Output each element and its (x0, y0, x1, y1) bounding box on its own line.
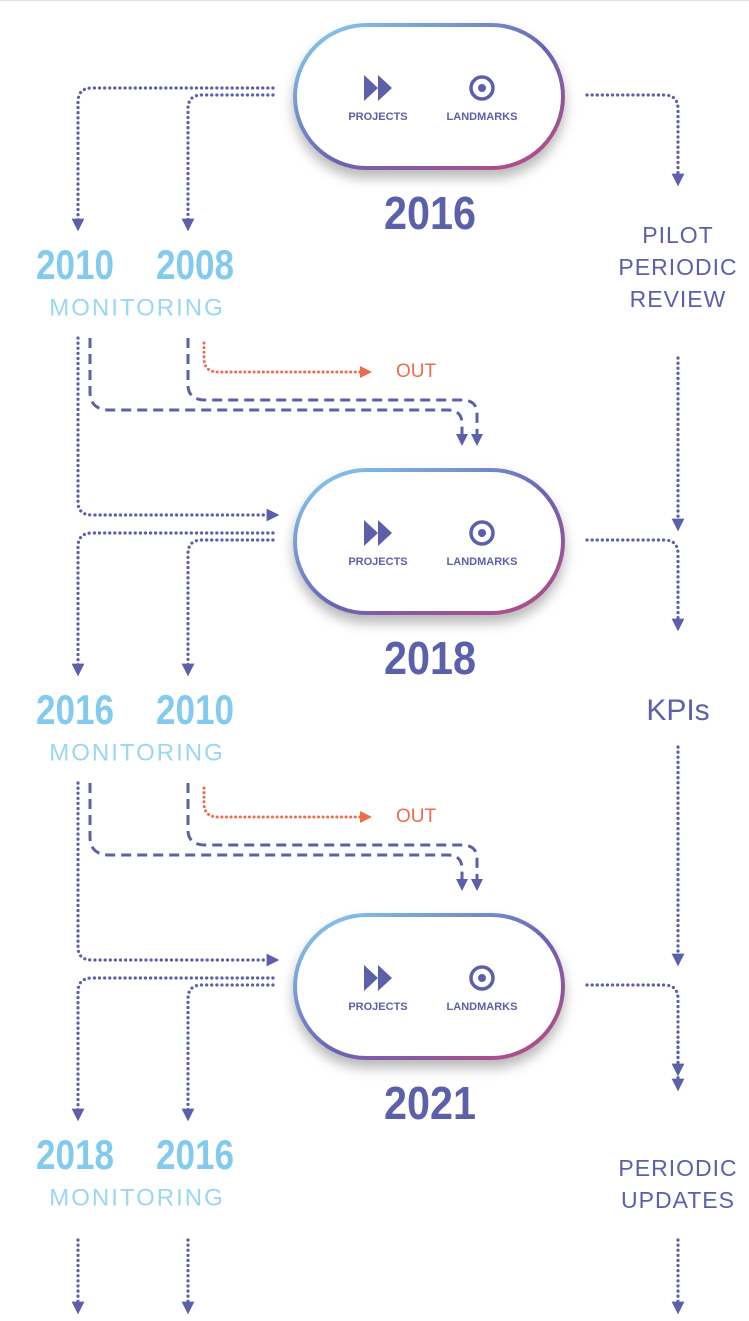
landmarks-icon-dot (478, 974, 486, 982)
arrow-to-review (585, 538, 685, 632)
landmarks-icon (469, 965, 495, 991)
arrow-to-monitoring (71, 976, 275, 1122)
review-label: REVIEW (630, 286, 727, 312)
monitoring-year: 2016 (156, 1131, 234, 1178)
out-label: OUT (396, 806, 437, 827)
carryover-arrow (88, 338, 468, 446)
stage-year: 2021 (384, 1077, 476, 1129)
projects-icon (364, 75, 392, 101)
monitoring-label: MONITORING (49, 294, 225, 321)
landmarks-icon (469, 520, 495, 546)
stage-pill (293, 468, 565, 615)
review-label: UPDATES (621, 1187, 735, 1213)
stage-year: 2016 (384, 187, 476, 239)
arrow-to-review (585, 93, 685, 187)
arrow-to-monitoring (71, 86, 275, 232)
stage-pill (293, 913, 565, 1060)
carryover-arrow (186, 338, 483, 446)
landmarks-label: LANDMARKS (447, 1001, 518, 1013)
projects-label: PROJECTS (348, 1001, 407, 1013)
arrow-to-monitoring (181, 983, 275, 1122)
carryover-arrow (88, 783, 468, 891)
arrow-to-monitoring (181, 538, 275, 677)
projects-icon (364, 965, 392, 991)
projects-icon (364, 520, 392, 546)
arrow-to-review (585, 983, 685, 1077)
monitoring-label: MONITORING (49, 739, 225, 766)
landmarks-icon-dot (478, 84, 486, 92)
review-label: PILOT (642, 222, 713, 248)
carryover-arrow (186, 783, 483, 891)
arrow-to-next-stage (76, 336, 280, 522)
monitoring-label: MONITORING (49, 1184, 225, 1211)
out-arrow (202, 786, 372, 823)
monitoring-year: 2010 (156, 686, 234, 733)
arrow-to-monitoring (71, 531, 275, 677)
out-label: OUT (396, 361, 437, 382)
monitoring-year: 2008 (156, 241, 234, 288)
review-label: PERIODIC (618, 1155, 737, 1181)
arrow-to-next-stage (76, 781, 280, 967)
landmarks-icon (469, 75, 495, 101)
stage-year: 2018 (384, 632, 476, 684)
projects-label: PROJECTS (348, 111, 407, 123)
landmarks-label: LANDMARKS (447, 556, 518, 568)
landmarks-icon-dot (478, 529, 486, 537)
monitoring-year: 2016 (36, 686, 114, 733)
arrow-to-monitoring (181, 93, 275, 232)
stage-pill (293, 23, 565, 170)
review-label: KPIs (646, 694, 709, 727)
projects-label: PROJECTS (348, 556, 407, 568)
monitoring-year: 2010 (36, 241, 114, 288)
landmarks-label: LANDMARKS (447, 111, 518, 123)
monitoring-year: 2018 (36, 1131, 114, 1178)
out-arrow (202, 341, 372, 378)
review-label: PERIODIC (618, 254, 737, 280)
